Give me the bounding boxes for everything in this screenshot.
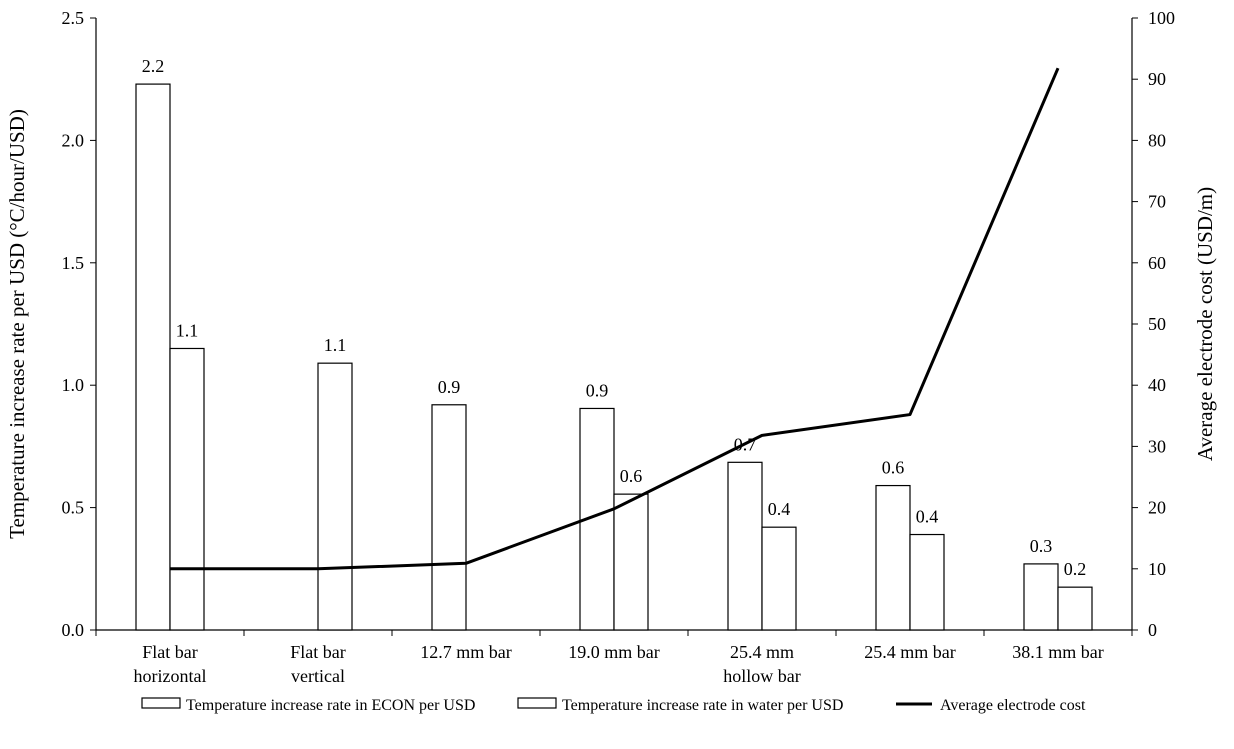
data-label-econ: 0.9 (438, 377, 461, 397)
x-category-label: 25.4 mm (730, 642, 794, 662)
bar-water (761, 526, 797, 631)
bar-econ (727, 461, 763, 631)
axes: 0.0 0.5 1.0 1.5 2.0 2.5 0 10 20 30 40 50 60 70 80 90 100… (62, 8, 1176, 686)
y-axis-title: Temperature increase rate per USD (°C/ho… (5, 109, 29, 539)
bar-water (613, 493, 649, 631)
y-right-tick-label: 80 (1148, 130, 1166, 150)
y-right-tick-label: 10 (1148, 559, 1166, 579)
y-right-tick-label: 40 (1148, 375, 1166, 395)
data-label-econ: 0.9 (586, 380, 609, 400)
y-tick-label: 2.5 (62, 8, 85, 28)
y-right-tick-label: 70 (1148, 192, 1166, 212)
y-right-tick-label: 20 (1148, 498, 1166, 518)
x-category-label: 38.1 mm bar (1012, 642, 1104, 662)
data-label-water: 0.4 (916, 507, 939, 527)
legend-item-label: Temperature increase rate in ECON per US… (186, 697, 475, 714)
x-category-label: horizontal (134, 666, 207, 686)
y-right-tick-label: 60 (1148, 253, 1166, 273)
bar-econ (1023, 563, 1059, 631)
legend-swatch (517, 697, 557, 709)
y-axis-right-title: Average electrode cost (USD/m) (1193, 187, 1217, 461)
data-label-econ: 0.3 (1030, 536, 1053, 556)
y-right-tick-label: 0 (1148, 620, 1157, 640)
data-label-econ: 0.7 (734, 434, 757, 454)
y-right-tick-label: 90 (1148, 69, 1166, 89)
x-category-label: Flat bar (142, 642, 198, 662)
legend-item-label: Temperature increase rate in water per U… (562, 697, 843, 714)
data-label-water: 0.6 (620, 466, 643, 486)
data-labels: 2.2 0.9 0.9 0.7 0.6 0.3 1.1 1.1 0.6 0.4 0.4 0.2 (142, 56, 1087, 579)
y-tick-label: 1.5 (62, 253, 85, 273)
data-label-water: 1.1 (176, 320, 199, 340)
y-right-tick-label: 100 (1148, 8, 1175, 28)
legend-swatch (141, 697, 181, 709)
data-label-water: 0.4 (768, 499, 791, 519)
legend-item-label: Average electrode cost (940, 697, 1086, 714)
y-right-tick-label: 30 (1148, 436, 1166, 456)
bar-econ (135, 83, 171, 631)
legend: Temperature increase rate in ECON per US… (141, 697, 1086, 714)
x-category-label: Flat bar (290, 642, 346, 662)
bar-econ (431, 404, 467, 631)
data-label-econ: 0.6 (882, 458, 905, 478)
bar-water (169, 347, 205, 631)
x-category-label: 25.4 mm bar (864, 642, 956, 662)
data-label-econ: 2.2 (142, 56, 165, 76)
bar-water (909, 533, 945, 631)
cost-line (169, 67, 1060, 571)
x-category-label: vertical (291, 666, 345, 686)
bar-water (317, 362, 353, 631)
y-tick-label: 2.0 (62, 130, 85, 150)
data-label-water: 1.1 (324, 335, 347, 355)
y-tick-label: 1.0 (62, 375, 85, 395)
x-category-label: 19.0 mm bar (568, 642, 660, 662)
y-tick-label: 0.0 (62, 620, 85, 640)
x-category-label: 12.7 mm bar (420, 642, 512, 662)
x-category-label: hollow bar (723, 666, 800, 686)
data-label-water: 0.2 (1064, 559, 1087, 579)
y-tick-label: 0.5 (62, 498, 85, 518)
y-right-tick-label: 50 (1148, 314, 1166, 334)
bar-water (1057, 586, 1093, 631)
bars (135, 83, 1093, 631)
bar-econ (875, 484, 911, 631)
